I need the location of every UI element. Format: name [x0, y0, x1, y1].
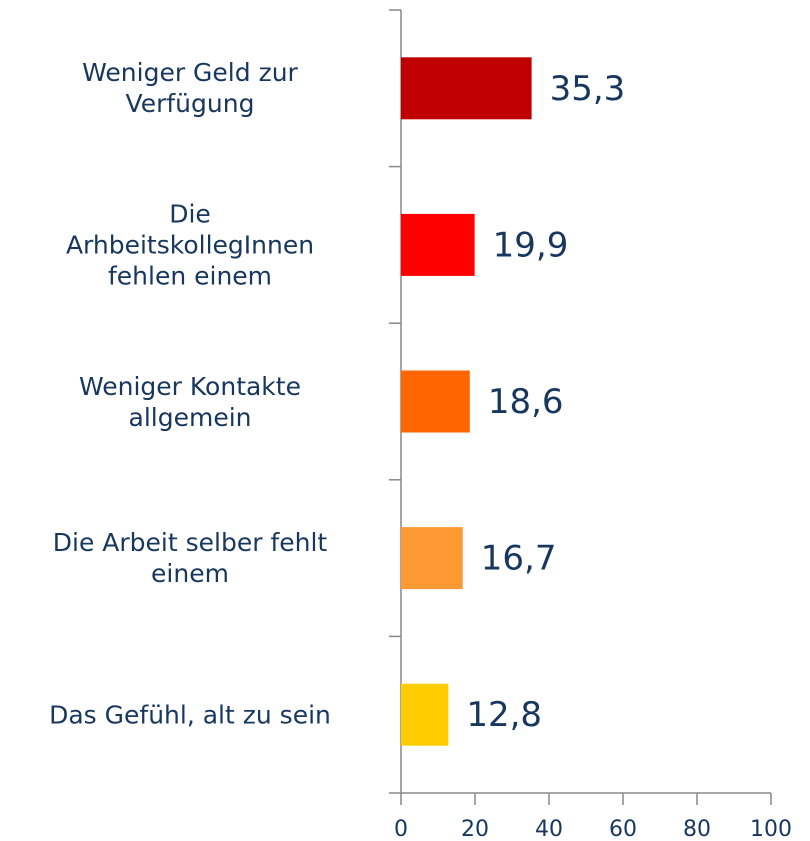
x-tick-label: 100 — [750, 817, 792, 841]
data-label: 19,9 — [493, 225, 569, 265]
x-tick-label: 60 — [609, 817, 637, 841]
x-tick-label: 80 — [683, 817, 711, 841]
x-tick-label: 20 — [461, 817, 489, 841]
data-label: 16,7 — [481, 539, 557, 579]
bar — [401, 683, 449, 746]
data-label: 18,6 — [488, 382, 564, 422]
data-label: 12,8 — [466, 695, 542, 735]
y-tick-label: Weniger Kontakte allgemein — [79, 371, 301, 432]
y-tick-label: Die Arbeit selber fehlt einem — [52, 528, 328, 589]
bar — [401, 213, 475, 276]
bar — [401, 370, 470, 433]
x-tick-label: 0 — [394, 817, 408, 841]
y-tick-label: Das Gefühl, alt zu sein — [49, 700, 331, 730]
y-tick-label: Weniger Geld zur Verfügung — [82, 58, 298, 119]
y-tick-label: Die ArhbeitskollegInnen fehlen einem — [65, 199, 315, 291]
bar — [401, 57, 532, 120]
bar — [401, 527, 463, 590]
data-label: 35,3 — [550, 69, 626, 109]
x-tick-label: 40 — [535, 817, 563, 841]
